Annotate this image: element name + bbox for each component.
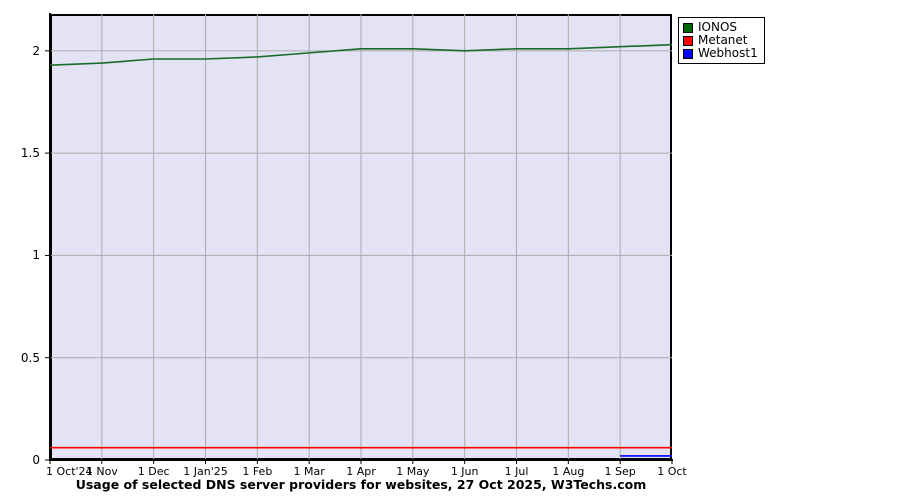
legend-label: IONOS <box>698 20 738 34</box>
x-tick-label: 1 Aug <box>552 465 585 478</box>
x-tick-label: 1 Nov <box>85 465 118 478</box>
y-tick-label: 0 <box>32 453 40 467</box>
x-tick-label: 1 Dec <box>137 465 170 478</box>
legend-swatch-icon <box>683 35 693 46</box>
x-tick-label: 1 Apr <box>346 465 376 478</box>
legend-swatch-icon <box>683 22 693 33</box>
y-tick-label: 1 <box>32 248 40 263</box>
chart-legend: IONOS Metanet Webhost1 <box>678 17 765 64</box>
legend-item-webhost1[interactable]: Webhost1 <box>683 47 758 60</box>
legend-label: Metanet <box>698 33 748 47</box>
x-tick-label: 1 Mar <box>293 465 325 478</box>
x-tick-label: 1 May <box>396 465 430 478</box>
y-tick-label: 2 <box>32 43 40 58</box>
legend-item-metanet[interactable]: Metanet <box>683 34 758 47</box>
chart-title: Usage of selected DNS server providers f… <box>75 477 647 492</box>
x-tick-label: 1 Jul <box>504 465 529 478</box>
x-tick-label: 1 Jun <box>450 465 479 478</box>
plot-area <box>50 14 672 460</box>
x-tick-label: 1 Oct'24 <box>46 465 93 478</box>
legend-label: Webhost1 <box>698 46 758 60</box>
x-tick-label: 1 Sep <box>604 465 636 478</box>
x-tick-label: 1 Feb <box>242 465 273 478</box>
legend-item-ionos[interactable]: IONOS <box>683 21 758 34</box>
legend-swatch-icon <box>683 48 693 59</box>
y-tick-label: 0.5 <box>20 350 40 365</box>
y-tick-label: 1.5 <box>20 146 40 161</box>
x-tick-label: 1 Jan'25 <box>183 465 228 478</box>
x-tick-label: 1 Oct <box>657 465 687 478</box>
